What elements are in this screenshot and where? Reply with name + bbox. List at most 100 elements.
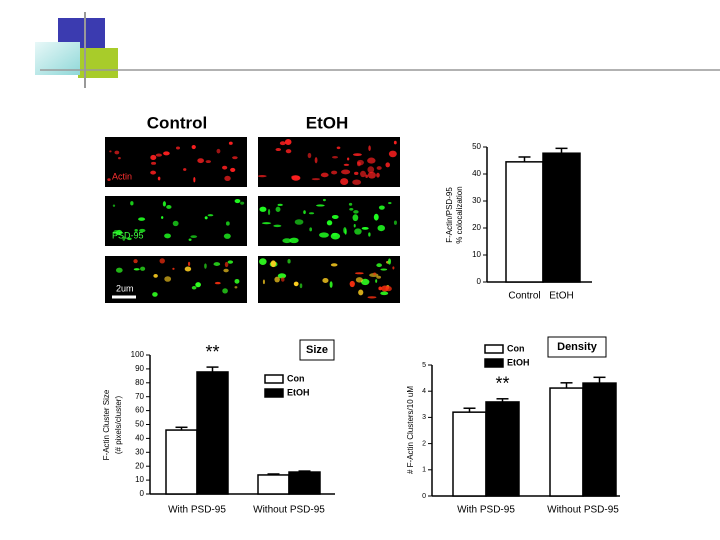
y-tick-label: 1 bbox=[422, 467, 426, 474]
puncta bbox=[228, 141, 233, 145]
puncta bbox=[114, 150, 120, 155]
puncta bbox=[188, 238, 192, 241]
legend-label: EtOH bbox=[507, 357, 530, 367]
puncta bbox=[195, 282, 201, 288]
puncta bbox=[107, 178, 111, 182]
puncta bbox=[150, 154, 157, 161]
puncta bbox=[234, 198, 241, 204]
puncta bbox=[139, 228, 146, 233]
puncta bbox=[354, 171, 359, 176]
bar bbox=[196, 371, 229, 495]
puncta bbox=[277, 273, 287, 279]
puncta bbox=[273, 224, 282, 228]
puncta bbox=[378, 205, 385, 210]
x-tick-label: With PSD-95 bbox=[457, 505, 515, 516]
puncta bbox=[343, 163, 350, 166]
puncta bbox=[275, 148, 282, 152]
puncta bbox=[376, 263, 382, 268]
puncta bbox=[122, 236, 126, 241]
puncta bbox=[234, 278, 240, 284]
puncta bbox=[166, 205, 172, 209]
puncta bbox=[330, 263, 338, 267]
puncta bbox=[259, 206, 267, 212]
puncta bbox=[127, 237, 132, 241]
y-tick-label: 70 bbox=[135, 392, 144, 401]
chart-title: Density bbox=[557, 341, 598, 353]
legend-label: Con bbox=[507, 343, 525, 353]
puncta bbox=[388, 201, 392, 205]
y-tick-label: 2 bbox=[422, 440, 426, 447]
puncta bbox=[184, 266, 192, 272]
puncta bbox=[299, 283, 303, 289]
y-tick-label: 20 bbox=[135, 461, 144, 470]
bar bbox=[542, 152, 581, 283]
puncta bbox=[172, 267, 175, 270]
scale-label: 2um bbox=[116, 283, 134, 293]
puncta bbox=[152, 292, 158, 297]
puncta bbox=[341, 169, 351, 175]
puncta bbox=[385, 162, 390, 168]
puncta bbox=[164, 276, 172, 282]
puncta bbox=[161, 216, 164, 219]
puncta bbox=[352, 214, 359, 222]
puncta bbox=[257, 174, 267, 178]
puncta bbox=[232, 156, 238, 160]
puncta bbox=[274, 276, 280, 283]
y-tick-label: 30 bbox=[135, 447, 144, 456]
puncta bbox=[163, 151, 170, 156]
stain-label: Actin bbox=[112, 171, 132, 181]
puncta bbox=[259, 258, 267, 266]
annotation: ** bbox=[205, 342, 219, 362]
title-box bbox=[547, 336, 607, 358]
legend-swatch bbox=[484, 344, 504, 354]
legend-label: Con bbox=[287, 373, 305, 383]
puncta bbox=[214, 281, 221, 285]
puncta bbox=[358, 289, 364, 296]
legend-swatch bbox=[484, 358, 504, 368]
x-tick-label: Without PSD-95 bbox=[547, 505, 619, 516]
bar bbox=[257, 474, 290, 495]
puncta bbox=[376, 275, 382, 279]
puncta bbox=[213, 262, 221, 266]
puncta bbox=[227, 260, 234, 264]
puncta bbox=[175, 146, 181, 150]
puncta bbox=[387, 258, 392, 265]
x-tick-label: Without PSD-95 bbox=[253, 505, 325, 516]
puncta bbox=[376, 166, 382, 170]
puncta bbox=[116, 229, 123, 236]
legend-swatch bbox=[264, 374, 284, 384]
micrograph bbox=[105, 256, 247, 303]
bar bbox=[582, 382, 617, 497]
y-tick-label: 10 bbox=[472, 250, 481, 259]
puncta bbox=[187, 261, 191, 267]
puncta bbox=[262, 279, 265, 285]
puncta bbox=[322, 198, 326, 202]
puncta bbox=[207, 214, 214, 217]
y-tick-label: 100 bbox=[131, 350, 145, 359]
puncta bbox=[270, 260, 277, 268]
puncta bbox=[376, 172, 380, 178]
puncta bbox=[230, 167, 236, 172]
puncta bbox=[357, 159, 364, 166]
puncta bbox=[150, 170, 157, 175]
puncta bbox=[308, 212, 315, 215]
puncta bbox=[267, 208, 271, 216]
puncta bbox=[314, 157, 318, 164]
puncta bbox=[140, 266, 146, 271]
y-tick-label: 0 bbox=[140, 489, 145, 498]
x-tick-label: Control bbox=[508, 291, 540, 302]
puncta bbox=[287, 258, 291, 264]
puncta bbox=[204, 263, 207, 269]
puncta bbox=[393, 140, 397, 145]
y-axis-label: # F-Actin Clusters/10 uM bbox=[406, 386, 415, 474]
puncta bbox=[319, 232, 329, 238]
puncta bbox=[326, 220, 333, 226]
puncta bbox=[190, 235, 198, 238]
puncta bbox=[162, 201, 166, 207]
puncta bbox=[331, 170, 338, 175]
puncta bbox=[151, 161, 157, 165]
bar bbox=[485, 401, 520, 497]
bar bbox=[165, 429, 198, 495]
puncta bbox=[330, 232, 341, 240]
puncta bbox=[115, 267, 123, 273]
